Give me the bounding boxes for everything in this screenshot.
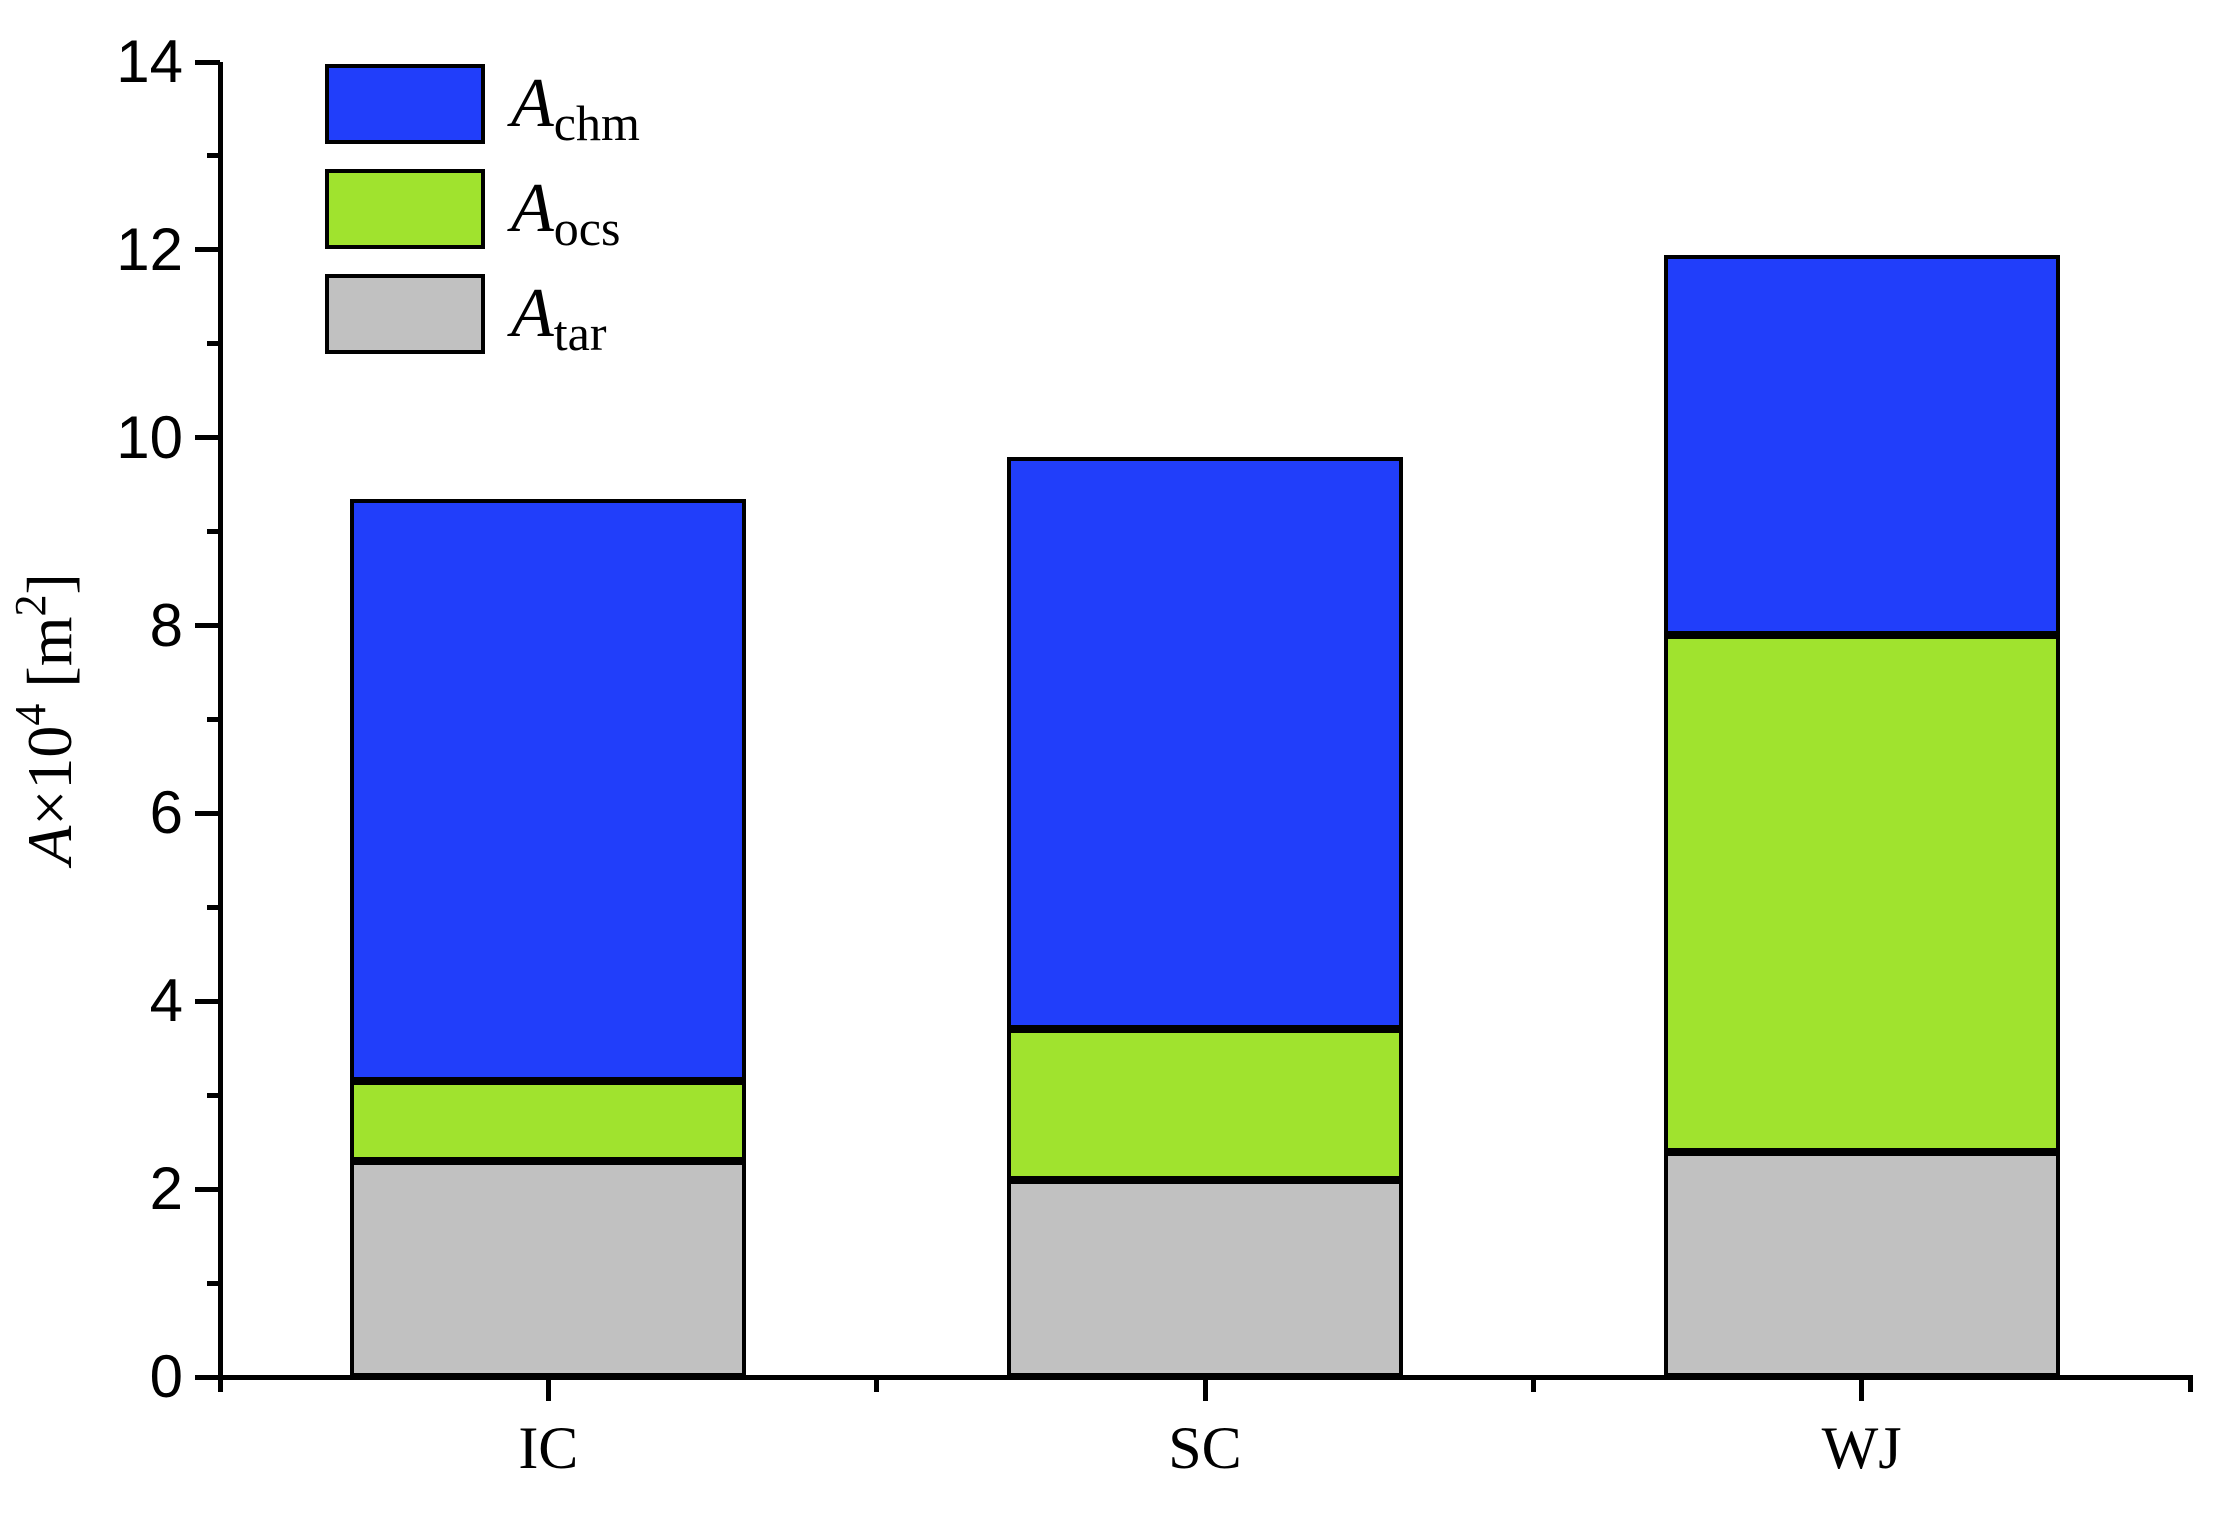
x-minor-tick bbox=[1530, 1377, 1536, 1392]
bar-segment-Aocs-IC bbox=[350, 1081, 747, 1161]
legend-label-Aocs: Aocs bbox=[511, 169, 620, 256]
legend-label-subscript: chm bbox=[553, 95, 640, 151]
y-tick-label: 8 bbox=[149, 591, 183, 659]
legend-label-main: A bbox=[511, 275, 554, 352]
y-minor-tick bbox=[207, 1280, 220, 1286]
y-major-tick bbox=[195, 1186, 220, 1192]
y-major-tick bbox=[195, 998, 220, 1004]
x-minor-tick bbox=[217, 1377, 223, 1392]
y-minor-tick bbox=[207, 341, 220, 347]
y-major-tick bbox=[195, 810, 220, 816]
x-major-tick bbox=[1202, 1377, 1208, 1401]
y-axis-line bbox=[217, 62, 223, 1379]
legend-item-Achm: Achm bbox=[325, 64, 640, 151]
y-minor-tick bbox=[207, 717, 220, 722]
bar-segment-Atar-SC bbox=[1007, 1179, 1403, 1377]
y-major-tick bbox=[195, 247, 220, 253]
legend-label-subscript: ocs bbox=[553, 200, 621, 256]
y-tick-label: 4 bbox=[149, 967, 183, 1035]
legend-label-main: A bbox=[511, 170, 554, 247]
y-minor-tick bbox=[207, 1092, 220, 1098]
y-axis-title-exponent: 4 bbox=[6, 703, 55, 726]
bar-segment-Aocs-SC bbox=[1007, 1029, 1403, 1180]
legend-label-Atar: Atar bbox=[511, 274, 607, 361]
y-axis-title-unit-close: ] bbox=[14, 573, 85, 595]
legend-label-Achm: Achm bbox=[511, 64, 640, 151]
y-major-tick bbox=[195, 1374, 220, 1380]
legend-swatch-Achm bbox=[325, 64, 485, 144]
y-tick-label: 14 bbox=[116, 28, 183, 95]
legend-label-main: A bbox=[511, 65, 554, 142]
y-major-tick bbox=[195, 623, 220, 629]
legend-swatch-Atar bbox=[325, 274, 485, 354]
x-tick-label: IC bbox=[518, 1415, 579, 1481]
y-major-tick bbox=[195, 59, 220, 65]
bar-segment-Achm-IC bbox=[350, 498, 747, 1082]
bar-segment-Atar-WJ bbox=[1663, 1151, 2060, 1377]
x-major-tick bbox=[545, 1377, 551, 1401]
y-tick-label: 12 bbox=[116, 215, 183, 283]
y-minor-tick bbox=[207, 904, 220, 910]
y-tick-label: 10 bbox=[116, 403, 183, 471]
y-minor-tick bbox=[207, 529, 220, 535]
y-tick-label: 6 bbox=[149, 779, 183, 847]
bar-segment-Aocs-WJ bbox=[1663, 634, 2060, 1152]
x-tick-label: WJ bbox=[1821, 1415, 1902, 1481]
x-minor-tick bbox=[874, 1377, 880, 1392]
legend-label-subscript: tar bbox=[553, 305, 607, 361]
legend-item-Aocs: Aocs bbox=[325, 169, 620, 256]
bar-segment-Achm-WJ bbox=[1663, 254, 2060, 635]
legend-item-Atar: Atar bbox=[325, 274, 607, 361]
y-major-tick bbox=[195, 435, 220, 441]
bar-segment-Atar-IC bbox=[350, 1160, 747, 1377]
y-tick-label: 2 bbox=[149, 1155, 183, 1223]
y-tick-label: 0 bbox=[149, 1343, 183, 1410]
x-tick-label: SC bbox=[1168, 1415, 1242, 1481]
legend-swatch-Aocs bbox=[325, 169, 485, 249]
y-minor-tick bbox=[207, 153, 220, 159]
x-minor-tick bbox=[2187, 1377, 2193, 1392]
x-major-tick bbox=[1859, 1377, 1865, 1401]
bar-segment-Achm-SC bbox=[1007, 456, 1403, 1030]
